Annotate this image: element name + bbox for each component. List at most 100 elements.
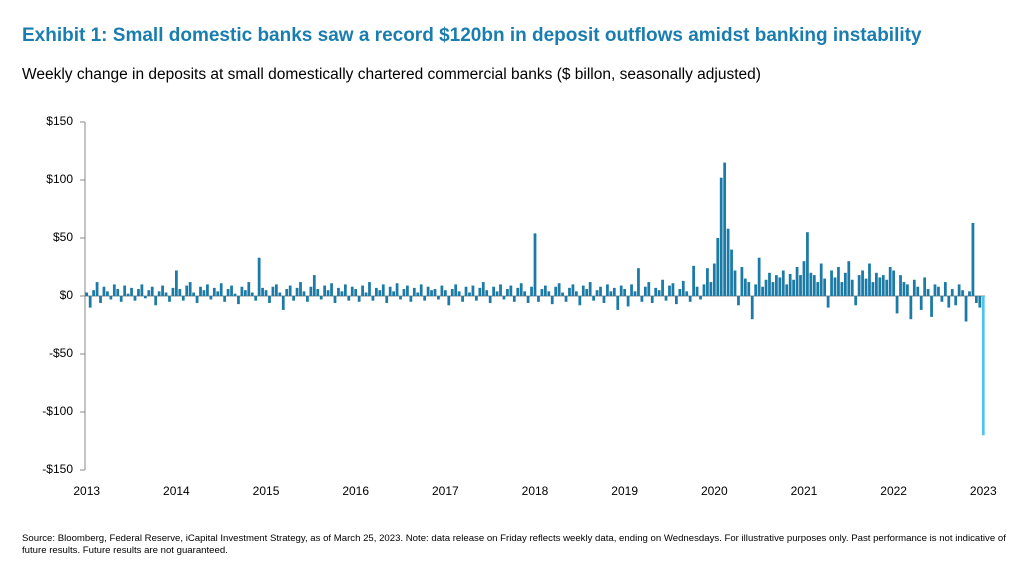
bar	[826, 296, 830, 308]
bar	[868, 263, 871, 296]
bar	[233, 293, 237, 296]
bar	[930, 296, 933, 317]
bar	[112, 284, 116, 296]
source-note: Source: Bloomberg, Federal Reserve, iCap…	[22, 533, 1006, 556]
bar	[619, 285, 623, 296]
bar	[416, 292, 420, 296]
bar	[675, 296, 678, 305]
bar	[457, 291, 461, 296]
x-tick-label: 2020	[701, 484, 728, 498]
bar	[909, 296, 913, 320]
bar	[602, 296, 606, 303]
bar	[806, 232, 809, 296]
x-tick-label: 2022	[880, 484, 907, 498]
bar	[802, 261, 806, 296]
bar	[178, 289, 182, 296]
bar	[537, 296, 540, 302]
x-tick-label: 2019	[611, 484, 638, 498]
bar	[681, 280, 685, 296]
bar	[350, 286, 354, 296]
bar	[347, 296, 351, 301]
bar	[837, 267, 840, 296]
bar	[281, 296, 285, 310]
bar	[388, 286, 392, 296]
bar	[106, 291, 109, 296]
bar	[778, 277, 782, 296]
bar	[950, 289, 954, 296]
bar	[426, 286, 430, 296]
bar	[423, 296, 427, 301]
bar	[871, 282, 875, 296]
bar	[357, 296, 361, 302]
bar	[757, 257, 761, 296]
bar	[492, 286, 495, 296]
bar	[692, 265, 695, 296]
bar	[695, 286, 699, 296]
bar	[206, 284, 209, 296]
bar	[843, 272, 847, 296]
bar	[585, 289, 589, 296]
bar	[906, 284, 909, 296]
bar	[761, 286, 764, 296]
bar	[626, 296, 630, 307]
bar	[195, 296, 199, 303]
bar	[343, 284, 347, 296]
bar	[292, 296, 295, 301]
x-tick-label: 2021	[791, 484, 818, 498]
bar	[443, 290, 447, 296]
bar	[185, 285, 189, 296]
bar	[533, 233, 537, 296]
bar	[809, 272, 813, 296]
bar	[840, 282, 844, 296]
bar	[743, 278, 747, 296]
x-tick-label: 2017	[432, 484, 459, 498]
bar	[240, 286, 244, 296]
bar	[878, 277, 882, 296]
bar	[719, 177, 723, 296]
bar	[899, 275, 902, 296]
bar	[285, 289, 289, 296]
bar	[561, 292, 564, 296]
bar	[399, 296, 402, 300]
bar	[219, 283, 223, 296]
bar	[923, 277, 927, 296]
bar	[861, 270, 864, 296]
bar	[378, 290, 382, 296]
bar	[323, 285, 327, 296]
bar	[530, 286, 533, 296]
bar	[550, 296, 554, 305]
bar	[140, 284, 144, 296]
bar	[688, 296, 692, 302]
bar	[475, 296, 478, 301]
bar	[526, 296, 530, 303]
bar	[702, 284, 706, 296]
bar	[606, 284, 609, 296]
bar	[919, 296, 923, 310]
bar	[261, 287, 264, 296]
bar	[637, 268, 640, 296]
bar	[685, 291, 689, 296]
bar	[768, 272, 771, 296]
bar	[250, 292, 254, 296]
bar	[306, 296, 309, 302]
y-tick-label: $50	[53, 230, 73, 244]
y-tick-label: $100	[46, 172, 73, 186]
bar	[640, 296, 644, 302]
bar	[564, 296, 568, 302]
bar	[699, 296, 702, 300]
bar	[833, 277, 837, 296]
y-tick-label: $0	[60, 288, 74, 302]
bar	[368, 282, 371, 296]
bar	[947, 296, 951, 308]
bar	[216, 291, 220, 296]
bar	[888, 267, 892, 296]
bar	[412, 287, 416, 296]
bar	[785, 284, 789, 296]
bar	[830, 270, 833, 296]
bar	[309, 286, 313, 296]
bar	[571, 284, 575, 296]
bar	[937, 286, 940, 296]
bar	[154, 296, 158, 306]
bar	[788, 273, 792, 296]
